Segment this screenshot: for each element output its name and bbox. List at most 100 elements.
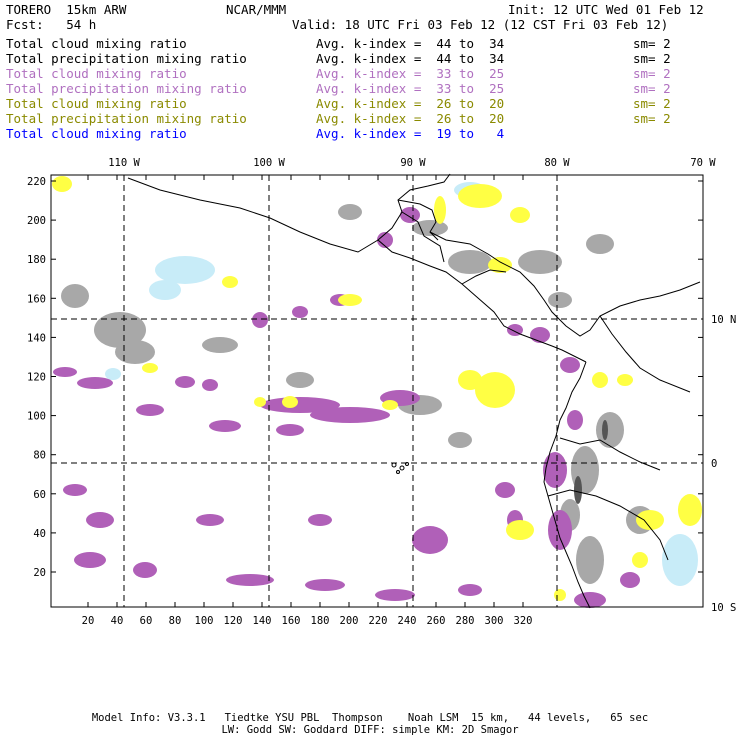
legend-row: Total cloud mixing ratio Avg. k-index = …	[6, 96, 736, 111]
purple-field-blob	[77, 377, 113, 389]
x-tick-label: 120	[224, 615, 243, 627]
purple-field-blob	[63, 484, 87, 496]
legend-row: Total cloud mixing ratio Avg. k-index = …	[6, 36, 736, 51]
lightblue-field-blob	[662, 534, 698, 586]
y-tick-label: 40	[33, 528, 46, 540]
x-tick-label: 300	[485, 615, 504, 627]
legend-field: Total precipitation mixing ratio	[6, 81, 247, 96]
purple-field-blob	[226, 574, 274, 586]
legend-sm: sm= 2	[633, 36, 671, 51]
gray-field-blob	[338, 204, 362, 220]
latitude-label: 0	[711, 458, 717, 470]
purple-field-blob	[260, 397, 340, 413]
border-peru	[547, 489, 669, 561]
gray-field-blob	[548, 292, 572, 308]
yellow-field-blob	[222, 276, 238, 288]
purple-field-blob	[86, 512, 114, 528]
purple-field-blob	[567, 410, 583, 430]
gray-field-blob	[202, 337, 238, 353]
org-name: NCAR/MMM	[226, 2, 287, 17]
latitude-label: 10 N	[711, 314, 736, 326]
legend-index: Avg. k-index = 33 to 25	[316, 81, 505, 96]
gray-field-blob	[94, 312, 146, 348]
longitude-label: 70 W	[690, 157, 716, 169]
longitude-label: 90 W	[400, 157, 426, 169]
legend-index: Avg. k-index = 26 to 20	[316, 111, 505, 126]
x-tick-label: 280	[456, 615, 475, 627]
purple-field-blob	[196, 514, 224, 526]
gray-field-blob	[286, 372, 314, 388]
legend-field: Total cloud mixing ratio	[6, 36, 187, 51]
purple-field-blob	[209, 420, 241, 432]
graticule	[51, 175, 703, 607]
forecast-hour: Fcst: 54 h	[6, 17, 97, 32]
x-tick-label: 60	[140, 615, 153, 627]
purple-field-blob	[308, 514, 332, 526]
model-info-line2: LW: Godd SW: Goddard DIFF: simple KM: 2D…	[221, 724, 519, 736]
purple-field-blob	[133, 562, 157, 578]
legend-field: Total precipitation mixing ratio	[6, 51, 247, 66]
init-time: Init: 12 UTC Wed 01 Feb 12	[508, 2, 704, 17]
gray-field-blob	[576, 536, 604, 584]
purple-field-blob	[458, 584, 482, 596]
legend-sm: sm= 2	[633, 66, 671, 81]
gray-field-blob	[518, 250, 562, 274]
purple-field-blob	[305, 579, 345, 591]
purple-field-blob	[53, 367, 77, 377]
coastline-central-america	[377, 239, 587, 363]
longitude-label: 80 W	[544, 157, 570, 169]
legend-row: Total precipitation mixing ratio Avg. k-…	[6, 81, 736, 96]
purple-field-blob	[548, 510, 572, 550]
purple-field-blob	[276, 424, 304, 436]
y-tick-label: 60	[33, 489, 46, 501]
legend-field: Total precipitation mixing ratio	[6, 111, 247, 126]
legend-index: Avg. k-index = 19 to 4	[316, 126, 505, 141]
y-tick-label: 180	[27, 254, 46, 266]
y-tick-label: 220	[27, 176, 46, 188]
coastline-yucatan	[397, 199, 439, 241]
yellow-field-blob	[632, 552, 648, 568]
yellow-field-blob	[554, 589, 566, 601]
gray-field-blob	[448, 432, 472, 448]
purple-field-blob	[412, 526, 448, 554]
purple-field-blob	[252, 312, 268, 328]
purple-field-blob	[495, 482, 515, 498]
yellow-field-blob	[142, 363, 158, 373]
lightblue-field-blob	[155, 256, 215, 284]
x-tick-label: 200	[340, 615, 359, 627]
legend-index: Avg. k-index = 44 to 34	[316, 36, 505, 51]
valid-time: Valid: 18 UTC Fri 03 Feb 12 (12 CST Fri …	[292, 17, 669, 32]
model-info-line1: Model Info: V3.3.1 Tiedtke YSU PBL Thomp…	[91, 712, 649, 724]
legend-field: Total cloud mixing ratio	[6, 126, 187, 141]
model-name: TORERO 15km ARW	[6, 2, 127, 17]
legend-field: Total cloud mixing ratio	[6, 96, 187, 111]
purple-field-blob	[74, 552, 106, 568]
purple-field-blob	[400, 207, 420, 223]
purple-field-blob	[310, 407, 390, 423]
border-venezuela	[599, 315, 691, 393]
legend-sm: sm= 2	[633, 111, 671, 126]
galapagos-island	[391, 462, 397, 468]
coastline-mexico	[127, 173, 451, 253]
legend-field: Total cloud mixing ratio	[6, 66, 187, 81]
x-tick-label: 320	[514, 615, 533, 627]
x-tick-label: 80	[169, 615, 182, 627]
purple-field-blob	[175, 376, 195, 388]
cloud-fields	[52, 176, 702, 608]
y-tick-label: 120	[27, 372, 46, 384]
yellow-field-blob	[636, 510, 664, 530]
x-tick-label: 160	[282, 615, 301, 627]
yellow-field-blob	[458, 184, 502, 208]
longitude-label: 110 W	[108, 157, 140, 169]
yellow-field-blob	[338, 294, 362, 306]
y-tick-label: 160	[27, 293, 46, 305]
legend-sm: sm= 2	[633, 96, 671, 111]
x-tick-label: 180	[311, 615, 330, 627]
coastline-central-america-north	[429, 231, 701, 337]
yellow-field-blob	[254, 397, 266, 407]
purple-field-blob	[292, 306, 308, 318]
yellow-field-blob	[592, 372, 608, 388]
legend-index: Avg. k-index = 26 to 20	[316, 96, 505, 111]
purple-field-blob	[136, 404, 164, 416]
